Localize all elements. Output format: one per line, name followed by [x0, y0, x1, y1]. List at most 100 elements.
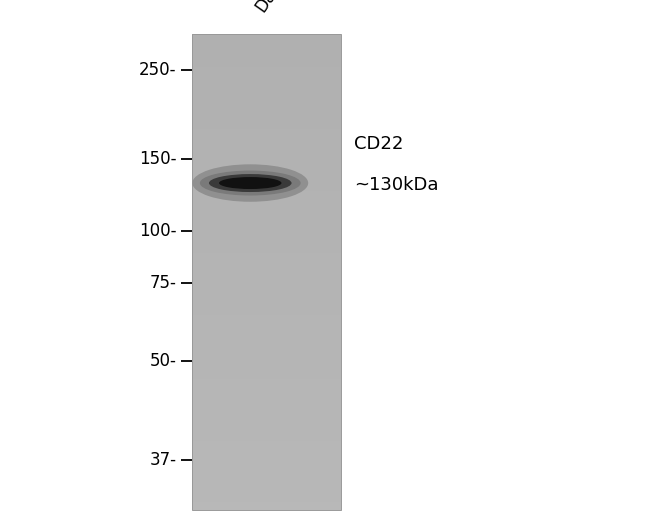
Bar: [192, 160, 341, 162]
Bar: [192, 395, 341, 398]
Bar: [192, 138, 341, 141]
Bar: [192, 186, 341, 188]
Bar: [192, 360, 341, 362]
Bar: [192, 476, 341, 479]
Bar: [192, 55, 341, 58]
Bar: [192, 165, 341, 167]
Bar: [192, 307, 341, 310]
Bar: [192, 440, 341, 443]
Bar: [192, 233, 341, 236]
Bar: [192, 391, 341, 393]
Bar: [192, 500, 341, 502]
Bar: [192, 250, 341, 253]
Bar: [192, 117, 341, 120]
Bar: [192, 410, 341, 412]
Bar: [192, 312, 341, 315]
Bar: [192, 303, 341, 305]
Bar: [192, 158, 341, 160]
Bar: [192, 141, 341, 143]
Bar: [192, 34, 341, 510]
Bar: [192, 60, 341, 62]
Bar: [192, 227, 341, 229]
Bar: [192, 124, 341, 126]
Bar: [192, 283, 341, 286]
Bar: [192, 434, 341, 436]
Bar: [192, 134, 341, 136]
Bar: [192, 291, 341, 293]
Bar: [192, 472, 341, 474]
Bar: [192, 479, 341, 481]
Bar: [192, 172, 341, 174]
Bar: [192, 103, 341, 105]
Bar: [192, 488, 341, 490]
Text: 37-: 37-: [150, 451, 177, 469]
Bar: [192, 150, 341, 153]
Bar: [192, 502, 341, 505]
Bar: [192, 36, 341, 38]
Bar: [192, 93, 341, 96]
Bar: [192, 393, 341, 395]
Ellipse shape: [219, 177, 281, 189]
Bar: [192, 419, 341, 422]
Bar: [192, 353, 341, 355]
Bar: [192, 388, 341, 391]
Bar: [192, 238, 341, 241]
Bar: [192, 74, 341, 76]
Text: CD22: CD22: [354, 135, 404, 153]
Text: 50-: 50-: [150, 353, 177, 370]
Bar: [192, 367, 341, 369]
Bar: [192, 496, 341, 498]
Bar: [192, 271, 341, 274]
Bar: [192, 445, 341, 448]
Bar: [192, 231, 341, 233]
Bar: [192, 414, 341, 417]
Bar: [192, 96, 341, 98]
Bar: [192, 112, 341, 115]
Ellipse shape: [192, 164, 308, 202]
Bar: [192, 143, 341, 146]
Text: Daudi: Daudi: [252, 0, 294, 16]
Bar: [192, 436, 341, 438]
Bar: [192, 443, 341, 445]
Bar: [192, 67, 341, 70]
Bar: [192, 319, 341, 322]
Bar: [192, 207, 341, 210]
Bar: [192, 148, 341, 150]
Bar: [192, 327, 341, 329]
Bar: [192, 317, 341, 319]
Bar: [192, 431, 341, 434]
Text: ~130kDa: ~130kDa: [354, 176, 439, 194]
Bar: [192, 298, 341, 300]
Bar: [192, 91, 341, 93]
Bar: [192, 88, 341, 91]
Bar: [192, 170, 341, 172]
Bar: [192, 407, 341, 410]
Bar: [192, 341, 341, 343]
Bar: [192, 200, 341, 203]
Bar: [192, 132, 341, 134]
Bar: [192, 257, 341, 260]
Bar: [192, 493, 341, 496]
Bar: [192, 507, 341, 510]
Bar: [192, 70, 341, 72]
Bar: [192, 86, 341, 88]
Text: 250-: 250-: [139, 61, 177, 79]
Text: 75-: 75-: [150, 275, 177, 292]
Bar: [192, 126, 341, 129]
Bar: [192, 329, 341, 331]
Bar: [192, 162, 341, 165]
Bar: [192, 108, 341, 110]
Bar: [192, 490, 341, 493]
Bar: [192, 181, 341, 184]
Bar: [192, 255, 341, 257]
Bar: [192, 305, 341, 307]
Bar: [192, 438, 341, 440]
Bar: [192, 245, 341, 248]
Bar: [192, 289, 341, 291]
Bar: [192, 46, 341, 48]
Bar: [192, 191, 341, 193]
Bar: [192, 381, 341, 384]
Bar: [192, 469, 341, 472]
Bar: [192, 269, 341, 271]
Bar: [192, 177, 341, 179]
